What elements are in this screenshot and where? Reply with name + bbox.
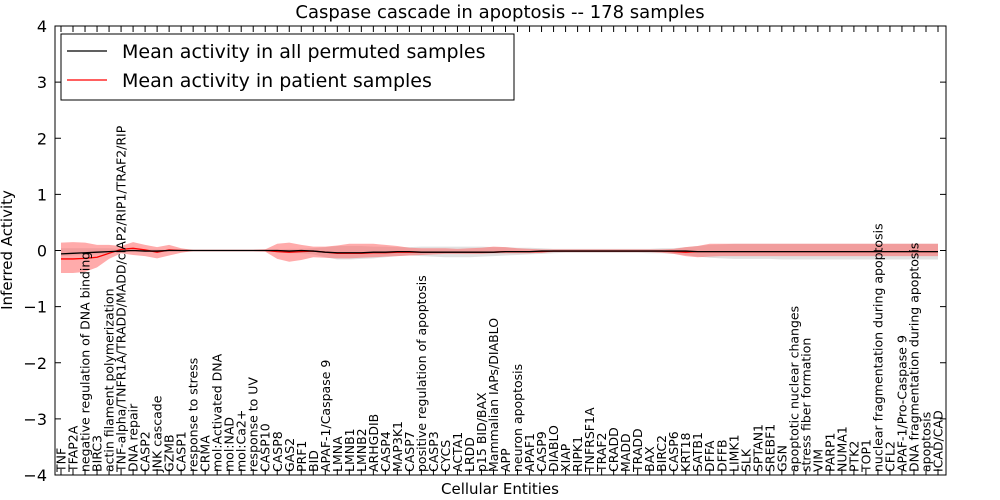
x-tick-label: MAP3K1 (390, 421, 405, 472)
x-tick-label: p15 BID/BAX (474, 392, 489, 472)
x-tick-label: APP (498, 448, 513, 472)
x-tick-label: actin filament polymerization (102, 288, 117, 472)
x-tick-label: LIMK1 (726, 434, 741, 472)
x-tick-label: MADD (618, 433, 633, 472)
x-tick-label: GZMB (162, 434, 177, 472)
x-tick-label: LMNB2 (354, 428, 369, 472)
x-tick-label: PRF1 (294, 441, 309, 472)
x-tick-label: mol:Ca2+ (234, 410, 249, 472)
x-tick-label: response to UV (246, 377, 261, 472)
patient-band (61, 242, 938, 273)
x-tick-label: CRMA (198, 435, 213, 472)
x-tick-label: TFAP2A (66, 425, 81, 473)
x-tick-label: PTK2 (846, 441, 861, 472)
x-tick-label: TRADD (630, 428, 645, 473)
x-tick-label: XIAP (558, 443, 573, 472)
x-tick-label: mol:NAD (222, 417, 237, 472)
x-tick-label: ACTA1 (450, 432, 465, 472)
x-tick-label: CASP9 (534, 431, 549, 472)
y-tick-label: −3 (23, 410, 47, 429)
x-tick-label: BIRC2 (654, 435, 669, 472)
x-tick-label: VIM (810, 449, 825, 472)
y-tick-label: 3 (37, 73, 47, 92)
legend-label-permuted: Mean activity in all permuted samples (122, 41, 485, 63)
plot-frame (54, 25, 947, 476)
x-tick-label: KRT18 (678, 432, 693, 472)
x-tick-label: LMNB1 (342, 428, 357, 472)
x-tick-label: GSN (774, 445, 789, 472)
y-tick-label: 0 (37, 242, 47, 261)
x-tick-label: CASP6 (666, 431, 681, 472)
x-tick-label: Mammalian IAPs/DIABLO (486, 318, 501, 472)
x-tick-label: negative regulation of DNA binding (78, 252, 93, 472)
x-tick-label: GAS2 (282, 438, 297, 472)
x-tick-label: SLK (738, 448, 753, 472)
y-tick-label: 1 (37, 185, 47, 204)
y-tick-labels: −4 −3 −2 −1 0 1 2 3 4 (23, 17, 946, 485)
x-tick-label: SPTAN1 (750, 424, 765, 472)
x-tick-label: DNA repair (126, 403, 141, 472)
y-tick-label: 4 (37, 17, 47, 36)
y-tick-label: −4 (23, 466, 47, 485)
x-tick-label: BAX (642, 446, 657, 472)
x-tick-label: PARP1 (822, 433, 837, 472)
x-tick-label: positive regulation of apoptosis (414, 275, 429, 472)
x-tick-label: ARHGDIB (366, 414, 381, 472)
x-tick-label: apoptosis (918, 412, 933, 472)
y-axis-label: Inferred Activity (0, 190, 16, 310)
x-tick-label: LMNA (330, 436, 345, 472)
x-tick-label: apoptotic nuclear changes (786, 306, 801, 472)
x-tick-label: APAF1 (522, 433, 537, 472)
x-tick-label: TRAF2 (594, 432, 609, 473)
x-tick-label: CASP3 (426, 431, 441, 472)
x-tick-label: ICAD/CAD (931, 410, 946, 472)
series-lines (60, 247, 938, 260)
confidence-bands (61, 242, 938, 273)
legend-box (60, 33, 515, 101)
x-tick-label: CASP7 (402, 431, 417, 472)
x-tick-label: DIABLO (546, 425, 561, 472)
x-tick-label: TNF-alpha/TNFR1A/TRADD/MADD/cIAP2/RIP1/T… (114, 125, 129, 473)
x-tick-label: SREBF1 (762, 424, 777, 472)
legend-label-patient: Mean activity in patient samples (122, 70, 432, 92)
x-tick-label: LRDD (462, 437, 477, 472)
x-tick-label: BID (306, 450, 321, 472)
x-tick-label: TNFRSF1A (582, 407, 597, 473)
x-tick-label: DNA fragmentation during apoptosis (906, 243, 921, 472)
x-tick-label: CASP1 (174, 431, 189, 472)
y-tick-label: −2 (23, 354, 47, 373)
y-tick-label: −1 (23, 298, 47, 317)
x-tick-label: CASP2 (138, 431, 153, 472)
x-tick-label: APAF-1/Pro-Caspase 9 (894, 335, 909, 472)
x-tick-label: CRADD (606, 427, 621, 472)
permuted-mean-line (60, 249, 938, 255)
legend: Mean activity in all permuted samples Me… (60, 33, 515, 101)
x-tick-label: CASP4 (378, 431, 393, 472)
x-tick-label: CASP10 (258, 423, 273, 472)
x-tick-label: JNK cascade (150, 395, 165, 473)
x-tick-label: RIPK1 (570, 436, 585, 472)
x-tick-label: mol:Activated DNA (210, 353, 225, 472)
x-tick-label: nuclear fragmentation during apoptosis (870, 223, 885, 472)
chart-title: Caspase cascade in apoptosis -- 178 samp… (295, 2, 704, 23)
x-tick-label: TNF (54, 448, 69, 473)
x-tick-label: TOP1 (858, 439, 873, 473)
x-axis-label: Cellular Entities (441, 480, 559, 498)
x-tick-label: stress fiber formation (798, 338, 813, 472)
y-tick-label: 2 (37, 129, 47, 148)
x-tick-label: APAF-1/Caspase 9 (318, 360, 333, 472)
x-tick-label: CASP8 (270, 431, 285, 472)
x-tick-label: BIRC3 (90, 435, 105, 472)
x-tick-label: DFFA (702, 440, 717, 472)
x-tick-label: DFFB (714, 439, 729, 472)
x-tick-label: NUMA1 (834, 426, 849, 472)
x-tick-label: CYCS (438, 440, 453, 472)
x-tick-label: SATB1 (690, 432, 705, 472)
x-tick-label: response to stress (186, 358, 201, 472)
x-tick-label: neuron apoptosis (510, 364, 525, 472)
x-tick-label: CFL2 (882, 441, 897, 472)
